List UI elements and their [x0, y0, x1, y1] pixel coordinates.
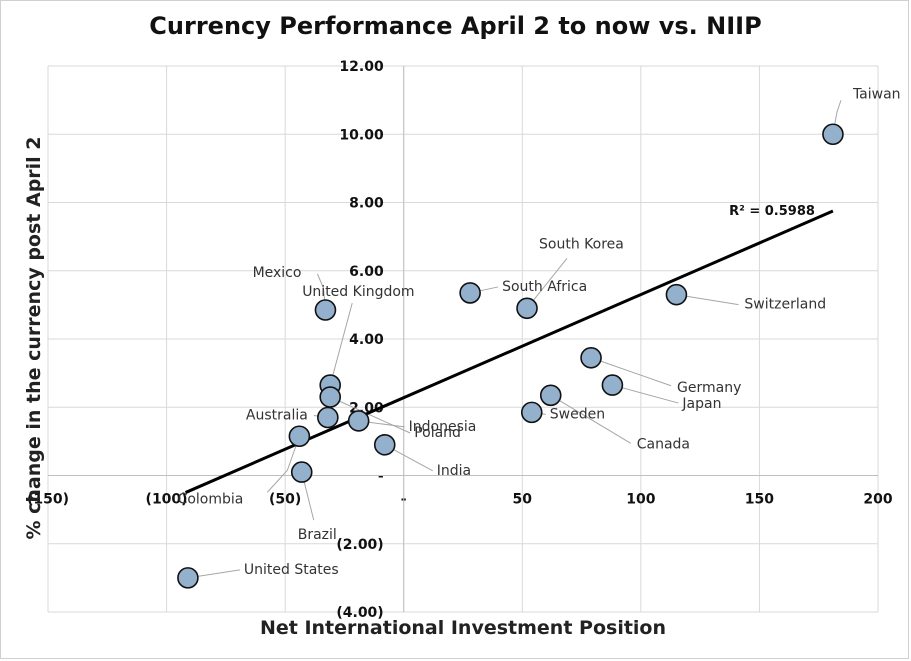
leader-line: [550, 394, 632, 444]
gridlines: [47, 65, 879, 613]
data-point: [290, 461, 313, 483]
data-point: [373, 433, 396, 456]
y-axis-title: % change in the currency post April 2: [23, 136, 45, 540]
leader-line: [590, 357, 672, 387]
leader-line: [267, 436, 300, 493]
x-tick-label: 50: [513, 492, 533, 508]
data-point: [288, 425, 311, 448]
leader-line: [329, 396, 411, 434]
y-tick-label: 10.00: [339, 127, 384, 143]
point-label: Colombia: [178, 491, 244, 507]
y-tick-label: -: [378, 469, 384, 485]
data-point: [317, 406, 339, 429]
x-tick-label: (50): [269, 492, 301, 508]
data-points: [177, 123, 844, 589]
point-label: Australia: [246, 407, 308, 423]
point-label: South Korea: [539, 236, 624, 252]
trendline-group: R² = 0.5988: [184, 204, 834, 494]
chart-title: Currency Performance April 2 to now vs. …: [149, 12, 762, 40]
x-tick-label: 150: [745, 492, 774, 508]
data-point: [177, 567, 199, 589]
point-label: Indonesia: [409, 419, 477, 435]
point-label: South Africa: [502, 279, 587, 295]
data-point: [314, 299, 337, 321]
y-tick-label: 6.00: [349, 264, 384, 280]
data-point: [459, 282, 481, 304]
point-label: United States: [244, 562, 339, 578]
point-label: Taiwan: [852, 86, 901, 102]
r-squared-label: R² = 0.5988: [729, 204, 815, 219]
leader-line: [612, 384, 679, 404]
x-tick-label: 100: [626, 492, 655, 508]
y-tick-label: (4.00): [336, 605, 383, 621]
point-label: Poland: [414, 425, 461, 441]
data-point: [516, 297, 538, 320]
y-tick-label: 4.00: [349, 332, 384, 348]
x-tick-label: 200: [863, 492, 892, 508]
point-label: Mexico: [253, 265, 302, 281]
data-point: [601, 374, 624, 396]
data-point: [520, 401, 543, 424]
point-label: Japan: [681, 396, 721, 412]
data-point: [319, 386, 342, 408]
point-label: United Kingdom: [302, 284, 414, 300]
x-tick-label: (150): [27, 492, 69, 508]
y-tick-label: 12.00: [339, 59, 384, 75]
point-label: Switzerland: [744, 297, 826, 313]
point-label: Germany: [677, 380, 741, 396]
data-point: [347, 410, 370, 432]
y-tick-label: (2.00): [336, 537, 383, 553]
data-point: [580, 346, 602, 369]
point-labels: Taiwan Switzerland South Korea South Africa…: [178, 86, 901, 578]
axes: [48, 66, 878, 612]
data-point: [665, 283, 688, 306]
point-label: Canada: [637, 436, 690, 452]
leader-line: [329, 302, 353, 386]
point-label: Sweden: [550, 406, 605, 422]
point-label: India: [437, 463, 471, 479]
data-point: [539, 384, 562, 407]
x-axis-title: Net International Investment Position: [259, 617, 667, 639]
trendline: [184, 209, 834, 494]
y-tick-label: 8.00: [349, 196, 384, 212]
x-tick-label: (100): [146, 492, 188, 508]
point-label: Brazil: [298, 527, 337, 543]
tick-labels: (150) (100) (50) - 50 100 150 200 12.00 10.00 8.00…: [27, 59, 893, 621]
data-point: [822, 123, 844, 146]
